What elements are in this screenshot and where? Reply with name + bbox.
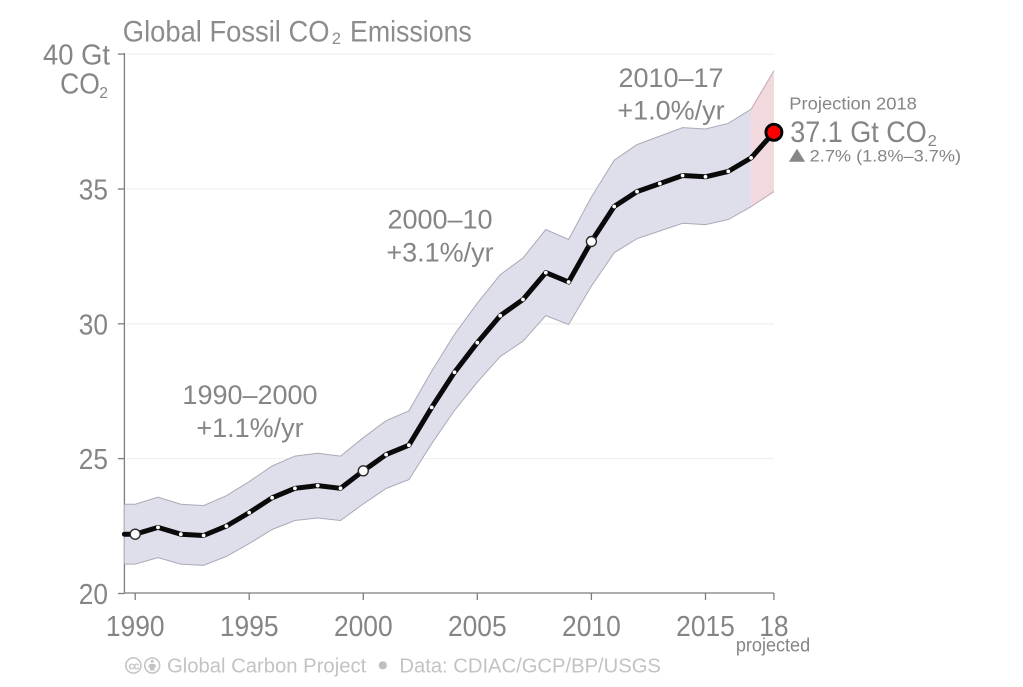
svg-text:20: 20 (79, 579, 108, 611)
svg-text:Data: CDIAC/GCP/BP/USGS: Data: CDIAC/GCP/BP/USGS (399, 654, 661, 677)
svg-text:40 Gt: 40 Gt (43, 40, 110, 72)
svg-text:2000: 2000 (334, 611, 393, 643)
svg-text:+1.0%/yr: +1.0%/yr (617, 96, 724, 126)
svg-text:2010: 2010 (562, 611, 621, 643)
svg-text:30: 30 (79, 309, 108, 341)
svg-text:Global Fossil CO: Global Fossil CO (123, 16, 330, 49)
svg-text:25: 25 (79, 444, 108, 476)
svg-text:+1.1%/yr: +1.1%/yr (196, 413, 303, 443)
svg-text:2000–10: 2000–10 (387, 204, 492, 234)
svg-text:2010–17: 2010–17 (618, 63, 723, 93)
svg-text:+3.1%/yr: +3.1%/yr (386, 238, 493, 268)
svg-text:18: 18 (759, 611, 788, 643)
svg-text:1990: 1990 (106, 611, 165, 643)
svg-text:2: 2 (928, 133, 937, 150)
svg-text:35: 35 (79, 174, 108, 206)
svg-text:1990–2000: 1990–2000 (182, 380, 317, 410)
svg-text:Emissions: Emissions (350, 16, 472, 49)
svg-text:Projection 2018: Projection 2018 (789, 93, 917, 113)
svg-text:2: 2 (332, 30, 341, 48)
svg-text:Global Carbon Project: Global Carbon Project (167, 654, 366, 677)
svg-text:2015: 2015 (676, 611, 735, 643)
svg-text:1995: 1995 (220, 611, 279, 643)
svg-text:37.1 Gt CO: 37.1 Gt CO (790, 116, 927, 149)
svg-text:CO: CO (60, 68, 100, 100)
svg-text:projected: projected (736, 636, 810, 657)
svg-text:2.7% (1.8%–3.7%): 2.7% (1.8%–3.7%) (810, 147, 961, 166)
svg-text:2005: 2005 (448, 611, 507, 643)
svg-text:cc: cc (128, 660, 139, 672)
svg-text:2: 2 (99, 85, 108, 102)
